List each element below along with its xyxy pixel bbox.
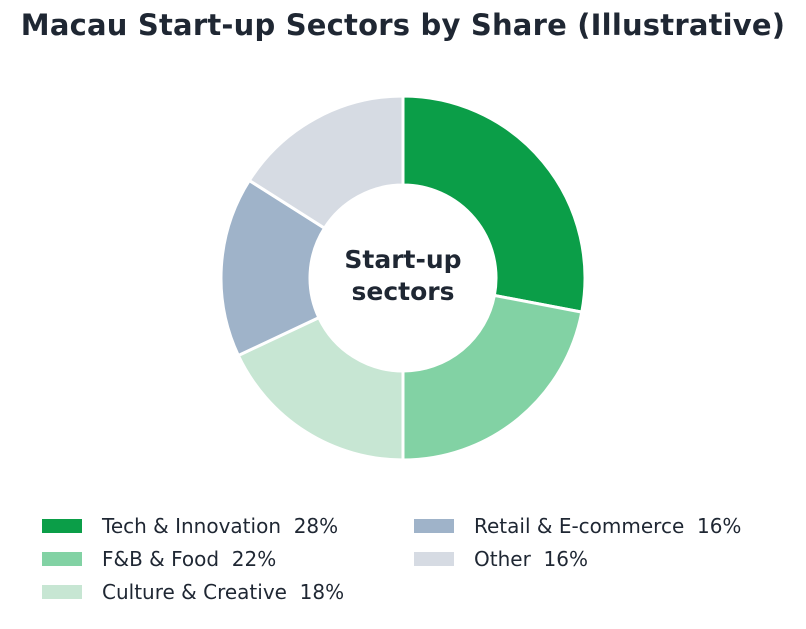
legend-label: Tech & Innovation 28% <box>102 514 339 538</box>
center-label-line-1: Start-up <box>344 245 461 274</box>
legend-item: F&B & Food 22% <box>42 545 276 573</box>
legend-label: Other 16% <box>474 547 588 571</box>
donut-slices <box>219 94 587 462</box>
legend-swatch <box>414 552 454 566</box>
legend-label: F&B & Food 22% <box>102 547 277 571</box>
legend-item: Other 16% <box>414 545 588 573</box>
slice-f-b-food <box>401 293 584 462</box>
legend-item: Culture & Creative 18% <box>42 578 344 606</box>
legend-item: Tech & Innovation 28% <box>42 512 338 540</box>
slice-culture-creative <box>236 315 405 462</box>
legend-swatch <box>42 519 82 533</box>
legend-swatch <box>414 519 454 533</box>
chart-title: Macau Start-up Sectors by Share (Illustr… <box>20 8 786 42</box>
slice-tech-innovation <box>401 94 587 314</box>
legend-label: Retail & E-commerce 16% <box>474 514 742 538</box>
legend-item: Retail & E-commerce 16% <box>414 512 741 540</box>
center-label-line-2: sectors <box>352 277 455 306</box>
slice-other <box>247 94 405 231</box>
legend-swatch <box>42 552 82 566</box>
legend-label: Culture & Creative 18% <box>102 580 345 604</box>
slice-retail-e-commerce <box>219 178 327 358</box>
legend-swatch <box>42 585 82 599</box>
